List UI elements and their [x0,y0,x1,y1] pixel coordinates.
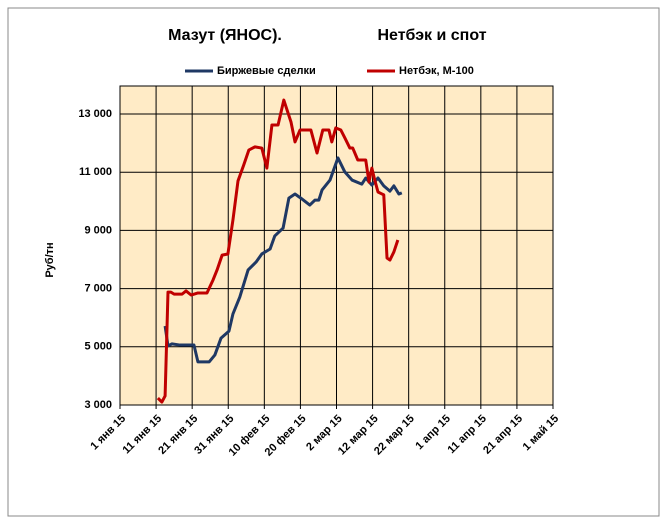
y-axis-label: Руб/тн [44,242,56,277]
legend-label: Биржевые сделки [217,65,316,77]
y-tick-label: 13 000 [78,108,112,120]
series-line [156,98,400,404]
plot-border [119,85,554,406]
y-tick-label: 3 000 [84,399,112,411]
series-line [163,156,403,364]
y-tick-label: 5 000 [84,341,112,353]
y-tick-label: 7 000 [84,283,112,295]
chart-subtitle: Нетбэк и спот [377,27,486,44]
legend-label: Нетбэк, М-100 [399,65,474,77]
chart-title: Мазут (ЯНОС). [168,27,282,44]
y-tick-label: 11 000 [79,166,112,178]
y-tick-label: 9 000 [84,224,112,236]
